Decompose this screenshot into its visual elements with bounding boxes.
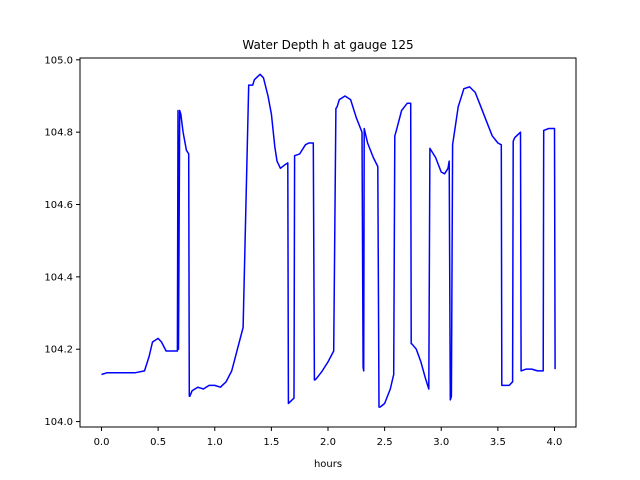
chart-title: Water Depth h at gauge 125	[242, 38, 413, 52]
x-tick-label: 2.0	[320, 437, 336, 448]
x-tick-label: 3.5	[490, 437, 506, 448]
series-line-0	[101, 73, 556, 408]
x-tick-label: 4.0	[547, 437, 563, 448]
x-tick-label: 3.0	[433, 437, 449, 448]
x-tick-label: 0.0	[94, 437, 110, 448]
y-tick-label: 104.0	[44, 417, 73, 428]
y-tick-label: 105.0	[44, 55, 73, 66]
y-tick-label: 104.4	[44, 272, 73, 283]
y-tick-label: 104.2	[44, 345, 73, 356]
y-axis: 104.0 104.2 104.4 104.6 104.8 105.0	[44, 55, 80, 428]
plot-area	[101, 73, 556, 408]
y-tick-label: 104.6	[44, 200, 73, 211]
x-axis: 0.0 0.5 1.0 1.5 2.0 2.5 3.0 3.5 4.0	[94, 427, 563, 448]
x-axis-label: hours	[314, 459, 342, 470]
y-tick-label: 104.8	[44, 128, 73, 139]
x-tick-label: 2.5	[377, 437, 393, 448]
x-tick-label: 0.5	[150, 437, 166, 448]
x-tick-label: 1.5	[263, 437, 279, 448]
x-tick-label: 1.0	[207, 437, 223, 448]
